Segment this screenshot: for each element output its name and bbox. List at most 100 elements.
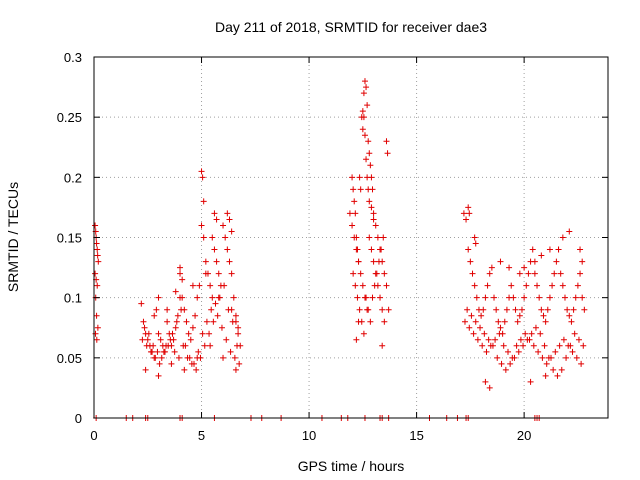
data-point [471, 234, 478, 241]
data-point [150, 342, 157, 349]
data-point [231, 354, 238, 361]
data-point [230, 294, 237, 301]
data-point [357, 270, 364, 277]
data-point [541, 342, 548, 349]
data-point [349, 174, 356, 181]
data-point [226, 258, 233, 265]
data-point [530, 342, 537, 349]
data-point [489, 342, 496, 349]
data-point [177, 264, 184, 271]
data-point [542, 372, 549, 379]
data-point [206, 330, 213, 337]
data-point [355, 318, 362, 325]
data-point [141, 324, 148, 331]
data-point [516, 270, 523, 277]
y-tick-label: 0.15 [57, 231, 82, 246]
data-point [351, 234, 358, 241]
data-point [463, 216, 470, 223]
x-axis-label: GPS time / hours [298, 458, 405, 474]
data-point [488, 264, 495, 271]
data-point [183, 318, 190, 325]
data-point [177, 270, 184, 277]
data-point [515, 348, 522, 355]
data-point [194, 294, 201, 301]
data-point [92, 330, 99, 337]
data-point [517, 336, 524, 343]
data-point [155, 372, 162, 379]
data-point [544, 306, 551, 313]
data-point [359, 108, 366, 115]
data-point [95, 258, 102, 265]
data-point [213, 258, 220, 265]
data-point [381, 318, 388, 325]
data-point [508, 282, 515, 289]
data-point [353, 336, 360, 343]
data-point [215, 270, 222, 277]
data-point [501, 318, 508, 325]
x-tick-label: 10 [302, 428, 316, 443]
data-point [495, 318, 502, 325]
data-point [234, 342, 241, 349]
data-point [511, 354, 518, 361]
data-point [486, 384, 493, 391]
data-point [500, 342, 507, 349]
data-point [372, 222, 379, 229]
data-point [493, 306, 500, 313]
data-point [200, 234, 207, 241]
data-point [198, 222, 205, 229]
data-point [365, 186, 372, 193]
data-point [545, 354, 552, 361]
data-point [571, 330, 578, 337]
data-point [194, 354, 201, 361]
data-point [143, 342, 150, 349]
data-point [167, 336, 174, 343]
data-point [378, 246, 385, 253]
data-point [374, 234, 381, 241]
data-point [531, 270, 538, 277]
data-point [539, 354, 546, 361]
data-point [370, 258, 377, 265]
data-point [352, 282, 359, 289]
data-point [163, 342, 170, 349]
data-point [380, 234, 387, 241]
data-point [354, 294, 361, 301]
data-point [363, 156, 370, 163]
data-point [367, 318, 374, 325]
data-point [188, 360, 195, 367]
data-point [577, 246, 584, 253]
data-point [474, 336, 481, 343]
data-point [366, 198, 373, 205]
data-point [218, 324, 225, 331]
data-point [364, 102, 371, 109]
y-tick-label: 0.3 [64, 50, 82, 65]
data-point [484, 282, 491, 289]
data-point [222, 234, 229, 241]
data-point [492, 336, 499, 343]
data-point [553, 258, 560, 265]
data-point [228, 270, 235, 277]
data-point [184, 354, 191, 361]
data-point [140, 318, 147, 325]
data-point [366, 234, 373, 241]
data-point [350, 186, 357, 193]
data-point [373, 270, 380, 277]
y-tick-labels: 0 0.05 0.1 0.15 0.2 0.25 0.3 [57, 50, 82, 426]
data-point [92, 222, 99, 229]
data-point [525, 270, 532, 277]
x-tick-label: 20 [517, 428, 531, 443]
data-point [559, 282, 566, 289]
data-point [367, 162, 374, 169]
data-point [364, 174, 371, 181]
data-point [174, 312, 181, 319]
data-point [375, 258, 382, 265]
y-tick-label: 0.2 [64, 170, 82, 185]
data-point [349, 222, 356, 229]
data-point [554, 372, 561, 379]
data-point [546, 246, 553, 253]
data-point [212, 300, 219, 307]
y-tick-label: 0.05 [57, 351, 82, 366]
data-point [513, 342, 520, 349]
data-point [470, 330, 477, 337]
data-point [556, 342, 563, 349]
data-point [356, 174, 363, 181]
